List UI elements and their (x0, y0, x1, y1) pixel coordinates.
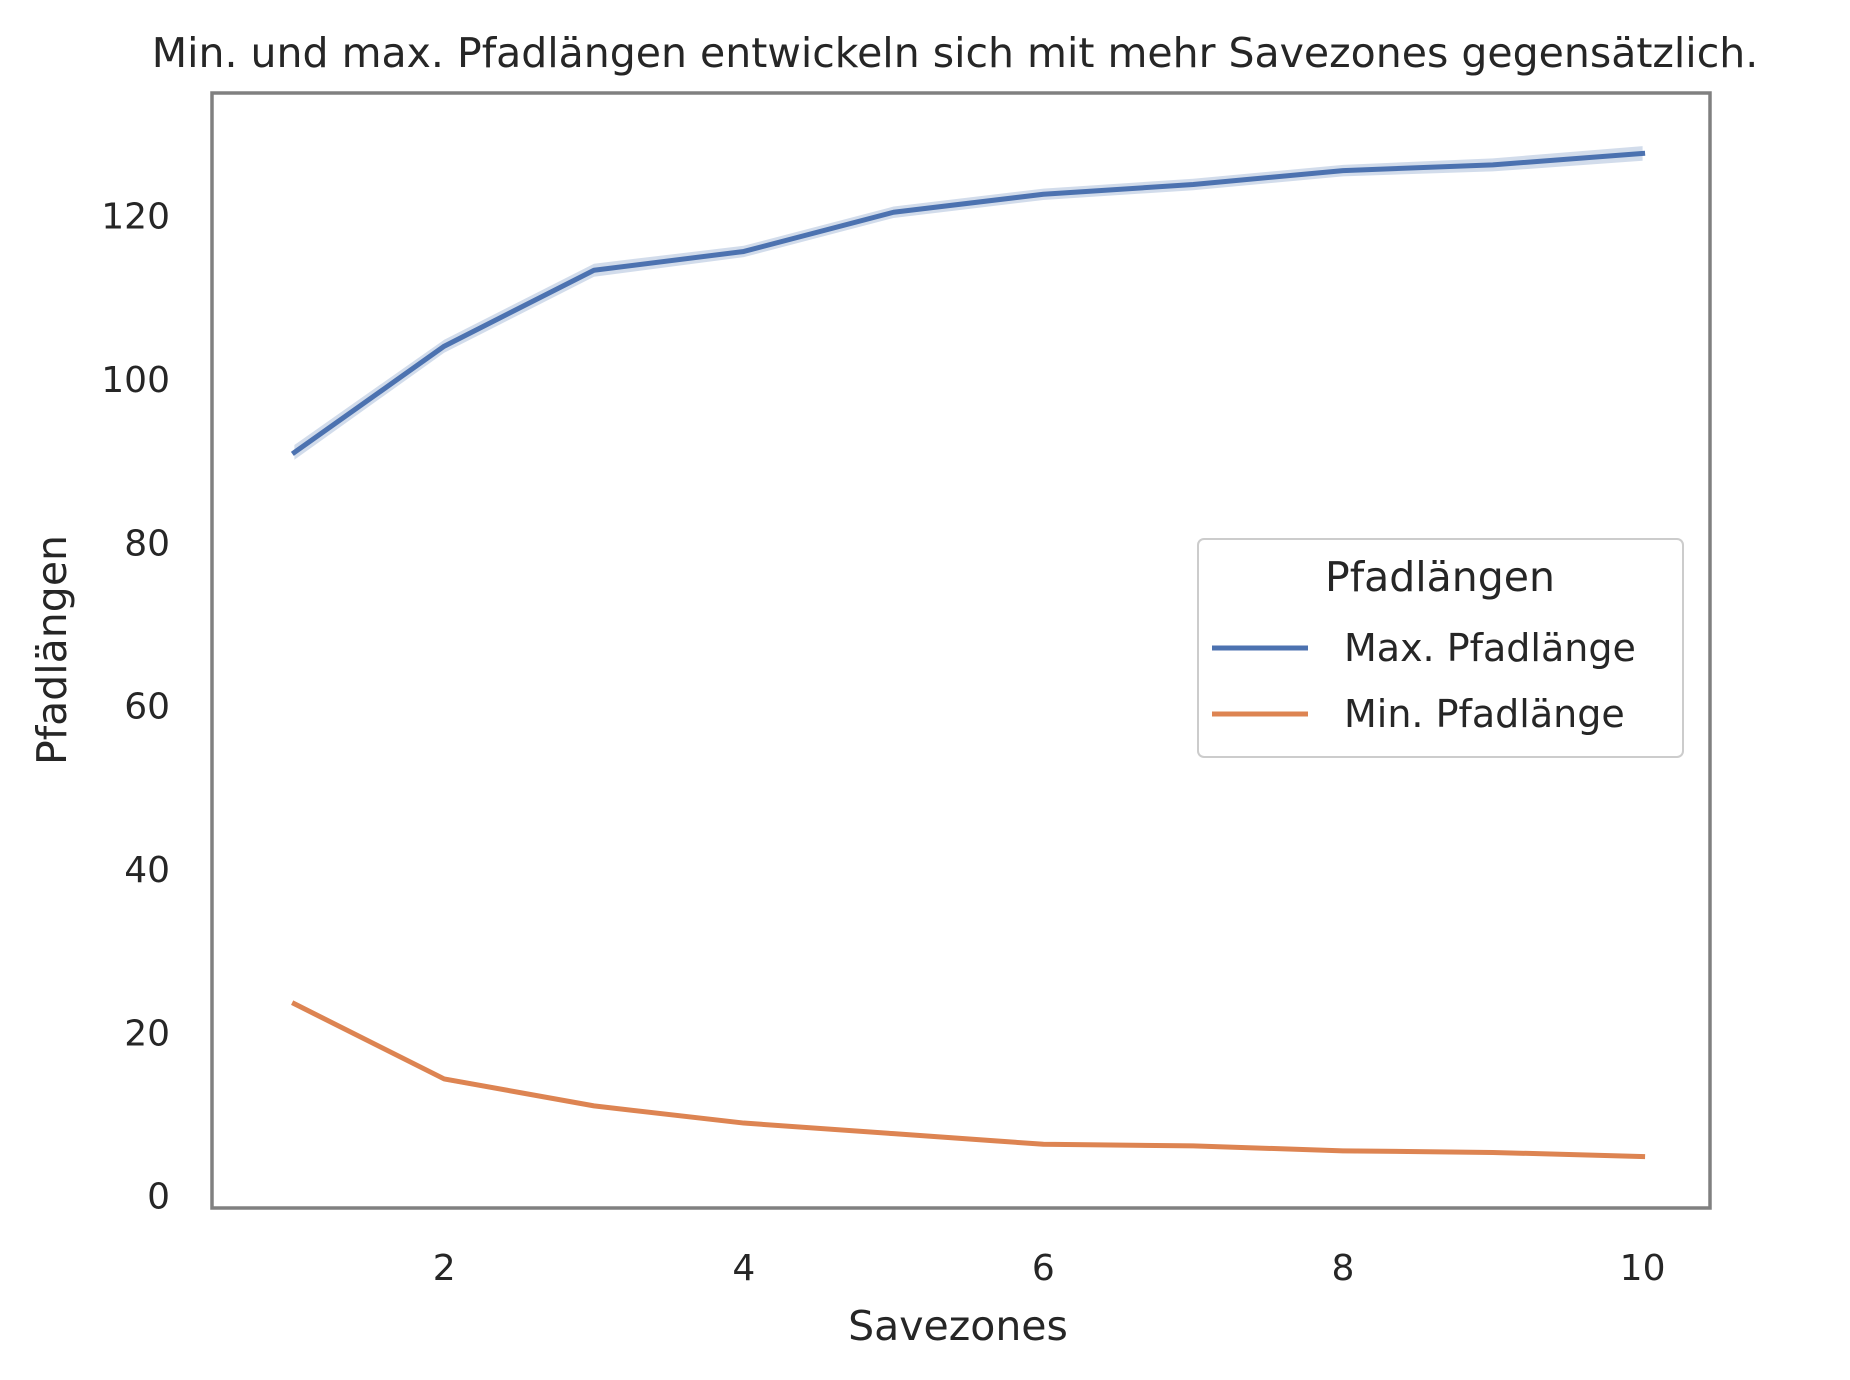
legend: Pfadlängen Max. Pfadlänge Min. Pfadlänge (1198, 539, 1683, 757)
x-axis-label: Savezones (848, 1302, 1068, 1350)
legend-label-1: Min. Pfadlänge (1344, 692, 1625, 736)
y-tick-label: 60 (124, 687, 170, 728)
x-tick-label: 10 (1620, 1248, 1666, 1289)
y-tick-label: 20 (124, 1013, 170, 1054)
y-tick-label: 40 (124, 850, 170, 891)
x-tick-label: 2 (433, 1248, 456, 1289)
x-tick-label: 8 (1332, 1248, 1355, 1289)
y-tick-label: 100 (101, 360, 170, 401)
y-axis-label: Pfadlängen (28, 535, 76, 765)
y-axis-ticks: 0 20 40 60 80 100 120 (101, 197, 170, 1218)
legend-label-0: Max. Pfadlänge (1344, 626, 1636, 670)
x-tick-label: 4 (732, 1248, 755, 1289)
y-tick-label: 120 (101, 197, 170, 238)
chart-title: Min. und max. Pfadlängen entwickeln sich… (152, 29, 1759, 77)
y-tick-label: 80 (124, 523, 170, 564)
y-tick-label: 0 (147, 1177, 170, 1218)
x-axis-ticks: 2 4 6 8 10 (433, 1248, 1666, 1289)
x-tick-label: 6 (1032, 1248, 1055, 1289)
legend-title: Pfadlängen (1325, 553, 1555, 601)
